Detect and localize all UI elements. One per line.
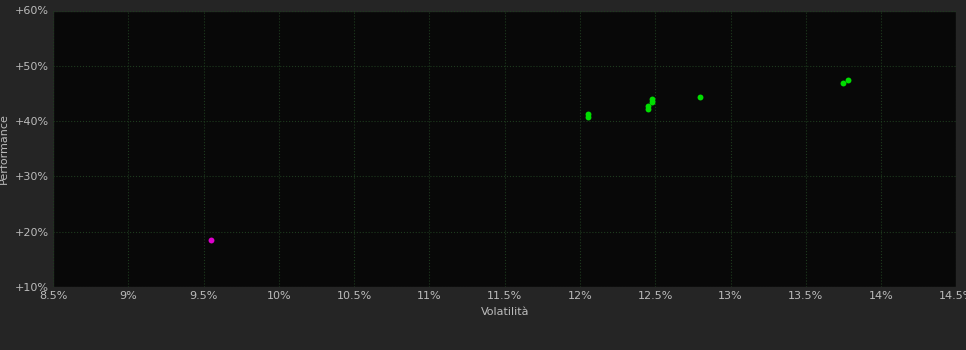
Point <box>644 99 660 105</box>
X-axis label: Volatilità: Volatilità <box>480 307 529 317</box>
Point <box>580 114 595 119</box>
Point <box>580 111 595 117</box>
Point <box>644 96 660 102</box>
Y-axis label: Performance: Performance <box>0 113 10 184</box>
Point <box>836 81 851 86</box>
Point <box>840 77 856 83</box>
Point <box>640 103 656 108</box>
Point <box>204 237 219 243</box>
Point <box>693 94 708 99</box>
Point <box>640 106 656 112</box>
